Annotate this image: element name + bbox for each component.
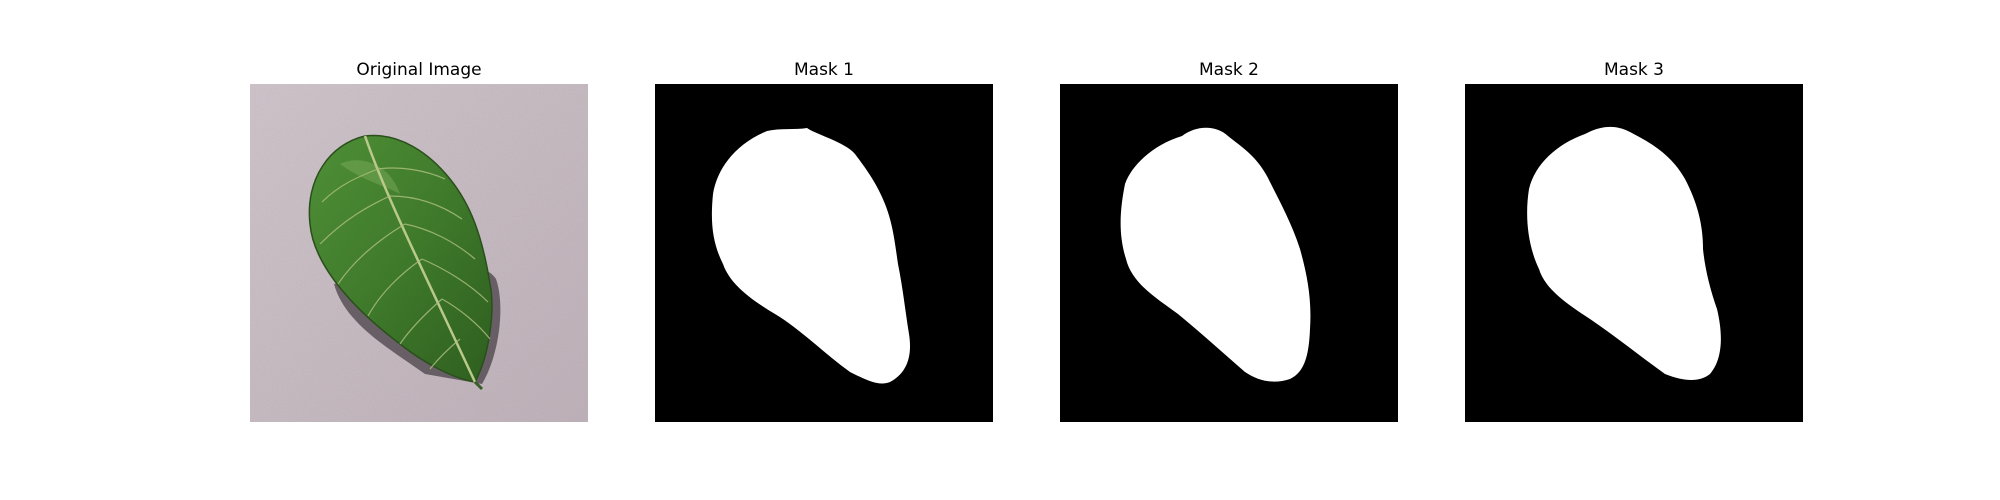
leaf-photo — [250, 84, 588, 422]
mask-image — [1060, 84, 1398, 422]
panel-title: Mask 3 — [1603, 60, 1664, 80]
panel-title: Mask 2 — [1198, 60, 1259, 80]
panel-title: Mask 1 — [793, 60, 854, 80]
mask-image — [655, 84, 993, 422]
mask-image — [1465, 84, 1803, 422]
panel-title: Original Image — [356, 60, 482, 80]
